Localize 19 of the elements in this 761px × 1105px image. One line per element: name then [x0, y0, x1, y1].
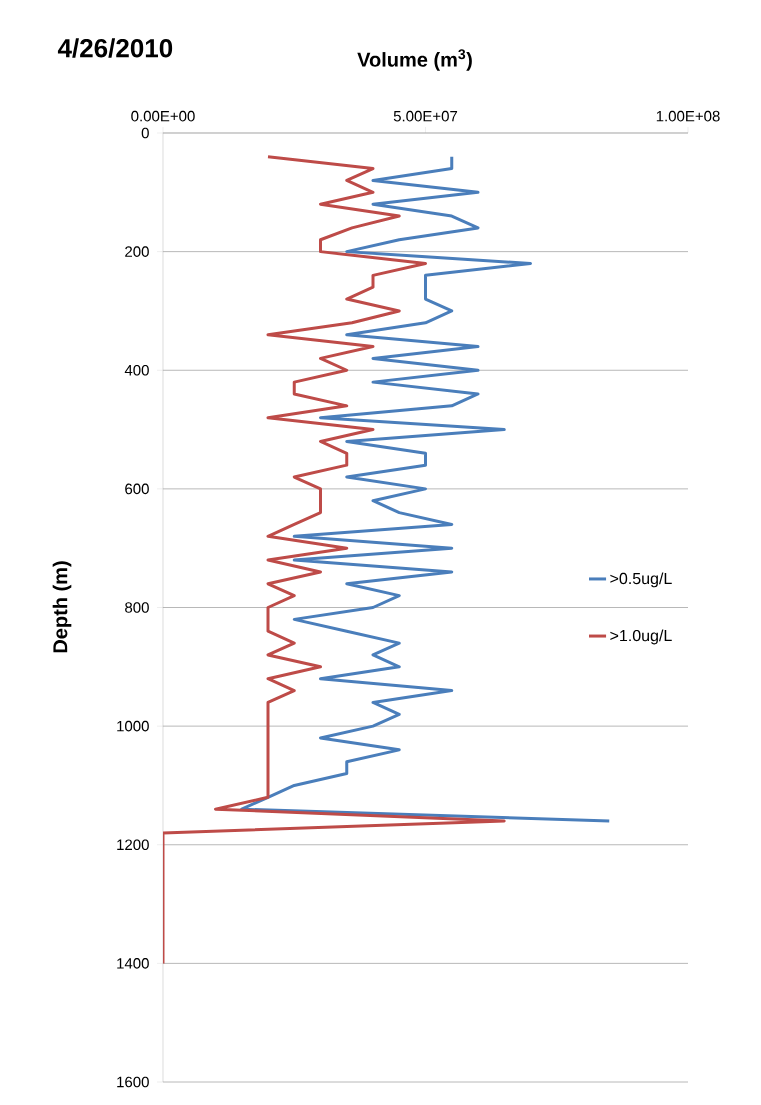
line-series	[163, 155, 506, 965]
y-axis-title: Depth (m)	[52, 561, 72, 653]
x-tick-label: 1.00E+08	[656, 110, 720, 122]
legend-label: >1.0ug/L	[610, 629, 672, 645]
x-tick-label: 0.00E+00	[131, 110, 195, 122]
y-tick-label: 600	[125, 483, 149, 495]
y-tick-label: 1600	[117, 1076, 149, 1088]
legend-label: >0.5ug/L	[610, 572, 672, 588]
x-axis-title: Volume (m$^{3}$)	[357, 49, 472, 71]
y-tick-label: 800	[125, 602, 149, 613]
line-series	[240, 155, 611, 823]
y-tick-label: 200	[125, 246, 149, 257]
x-tick-label: 5.00E+07	[393, 110, 458, 122]
y-tick-label: 1200	[117, 839, 149, 851]
y-tick-label: 1000	[117, 720, 149, 732]
y-tick-label: 1400	[117, 958, 149, 969]
y-tick-label: 400	[124, 364, 149, 376]
y-tick-label: 0	[141, 127, 149, 139]
chart-title: 4/26/2010	[57, 38, 173, 58]
